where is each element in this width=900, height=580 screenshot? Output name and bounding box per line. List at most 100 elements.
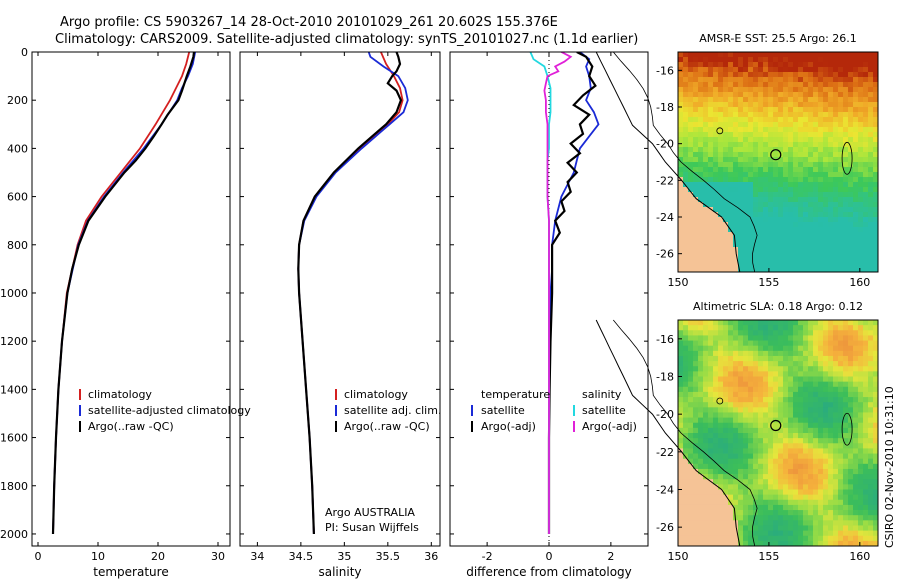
map-cell [863,391,869,398]
map-cell [713,142,719,148]
map-cell [703,87,709,93]
map-cell [808,417,814,424]
map-cell [838,320,844,326]
map-cell [773,117,779,123]
map-cell [753,107,759,113]
map-cell [773,167,779,173]
map-cell [768,340,774,347]
map-cell [708,530,714,537]
map-cell [803,381,809,388]
map-cell [788,458,794,465]
map-cell [698,72,704,78]
map-cell [698,499,704,506]
map-cell [788,402,794,408]
map-cell [683,162,689,168]
legend-label: satellite adj. clim. [344,404,441,417]
map-cell [783,540,789,547]
map-cell [718,112,724,118]
map-cell [703,402,709,408]
map-cell [713,82,719,88]
map-cell [853,335,859,341]
map-cell [708,222,714,228]
map-cell [788,197,794,203]
map-cell [823,433,829,439]
map-cell [743,504,749,511]
map-cell [683,345,689,352]
map-cell [813,207,819,213]
map-cell [708,438,714,444]
map-cell [738,122,744,128]
map-cell [828,535,834,542]
map-cell [758,62,764,68]
map-cell [728,157,734,163]
map-cell [693,484,699,490]
map-cell [803,499,809,506]
map-cell [763,242,769,248]
map-cell [848,489,854,496]
map-cell [748,515,754,521]
map-cell [698,407,704,413]
map-cell [733,197,739,203]
map-cell [853,207,859,213]
map-cell [688,182,694,188]
map-cell [803,438,809,444]
map-cell [788,57,794,63]
map-cell [683,525,689,531]
map-cell [843,381,849,388]
map-cell [708,102,714,108]
map-cell [808,371,814,377]
map-cell [758,361,764,367]
map-cell [758,458,764,465]
map-cell [813,438,819,444]
map-cell [728,92,734,98]
map-cell [678,355,684,362]
map-cell [843,479,849,485]
map-cell [823,167,829,173]
map-cell [763,422,769,429]
map-cell [708,525,714,531]
map-cell [723,187,729,193]
map-cell [858,207,864,213]
map-cell [708,458,714,465]
map-cell [798,504,804,511]
map-cell [783,252,789,258]
map-cell [838,172,844,178]
map-cell [713,345,719,352]
map-cell [763,167,769,173]
map-cell [763,142,769,148]
map-cell [818,77,824,83]
map-cell [853,97,859,103]
map-cell [768,489,774,496]
map-cell [818,468,824,475]
map-cell [688,227,694,233]
map-cell [793,391,799,398]
map-cell [758,82,764,88]
map-cell [798,162,804,168]
map-cell [868,62,874,68]
map-cell [698,371,704,377]
map-cell [698,207,704,213]
map-cell [868,132,874,138]
map-cell [858,417,864,424]
map-cell [753,157,759,163]
map-cell [728,177,734,183]
map-cell [773,202,779,208]
map-cell [758,197,764,203]
map-cell [843,177,849,183]
map-cell [723,192,729,198]
map-cell [788,267,794,273]
map-cell [768,147,774,153]
map-cell [693,535,699,542]
map-cell [763,525,769,531]
map-cell [788,443,794,449]
map-cell [803,52,809,58]
map-cell [863,177,869,183]
map-cell [723,162,729,168]
map-cell [698,222,704,228]
map-cell [683,127,689,133]
map-cell [788,242,794,248]
map-cell [783,97,789,103]
map-cell [793,252,799,258]
map-cell [708,381,714,388]
map-cell [793,412,799,418]
